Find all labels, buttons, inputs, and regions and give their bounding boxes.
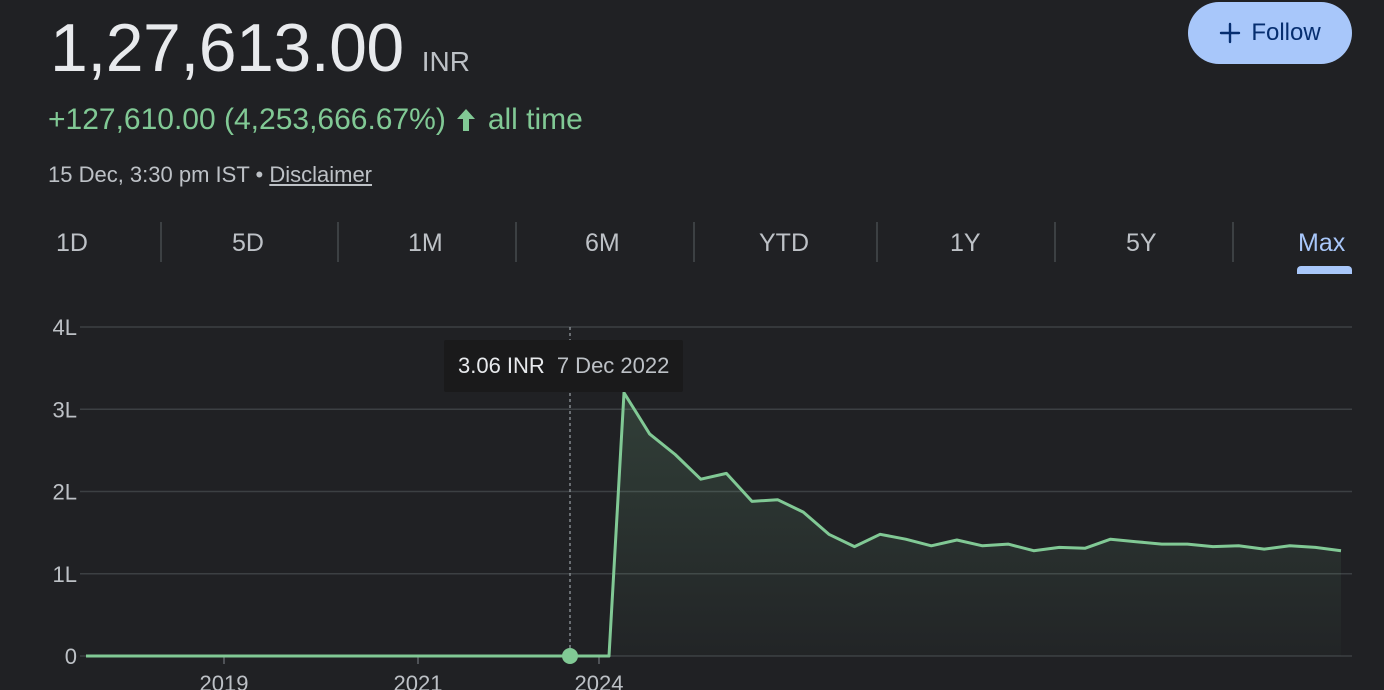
plus-icon: [1220, 22, 1241, 44]
y-tick-label: 2L: [53, 480, 77, 505]
arrow-up-icon: [456, 109, 475, 131]
range-5d[interactable]: 5D: [232, 229, 264, 257]
follow-button[interactable]: Follow: [1188, 2, 1352, 64]
price-change-row: +127,610.00 (4,253,666.67%) all time: [48, 100, 583, 140]
range-divider: [1232, 222, 1234, 262]
range-6m[interactable]: 6M: [585, 229, 620, 257]
current-price: 1,27,613.00: [50, 10, 404, 86]
range-divider: [337, 222, 339, 262]
change-period: all time: [487, 103, 583, 136]
range-divider: [1054, 222, 1056, 262]
range-selected-indicator: [1297, 266, 1352, 274]
follow-label: Follow: [1251, 19, 1321, 46]
hover-point: [562, 647, 578, 664]
disclaimer-link[interactable]: Disclaimer: [269, 162, 373, 187]
range-selector: 1D 5D 1M 6M YTD 1Y 5Y Max: [0, 222, 1384, 274]
range-divider: [160, 222, 162, 262]
price-change: +127,610.00 (4,253,666.67%): [48, 103, 446, 136]
range-divider: [515, 222, 517, 262]
currency-label: INR: [421, 46, 470, 77]
chart-tooltip: 3.06 INR 7 Dec 2022: [444, 340, 684, 392]
timestamp-row: 15 Dec, 3:30 pm IST • Disclaimer: [48, 160, 372, 190]
y-tick-label: 1L: [53, 562, 77, 587]
price-chart[interactable]: 0 1L 2L 3L 4L 2019 2021 2024: [0, 300, 1384, 690]
range-divider: [876, 222, 878, 262]
price-row: 1,27,613.00 INR: [50, 8, 470, 88]
x-tick-label: 2019: [200, 671, 249, 690]
price-line: [86, 391, 1342, 658]
range-max[interactable]: Max: [1298, 229, 1346, 257]
price-area: [86, 392, 1341, 656]
y-tick-label: 0: [65, 644, 77, 669]
timestamp: 15 Dec, 3:30 pm IST: [48, 162, 250, 187]
y-tick-label: 3L: [53, 397, 77, 422]
tooltip-date: 7 Dec 2022: [556, 353, 670, 378]
range-5y[interactable]: 5Y: [1126, 229, 1157, 257]
x-tick-label: 2021: [394, 671, 443, 690]
range-1y[interactable]: 1Y: [950, 229, 981, 257]
meta-separator: •: [255, 162, 264, 187]
y-tick-label: 4L: [53, 315, 77, 340]
range-1m[interactable]: 1M: [408, 229, 443, 257]
range-1d[interactable]: 1D: [56, 229, 88, 257]
range-ytd[interactable]: YTD: [759, 229, 809, 257]
range-divider: [693, 222, 695, 262]
x-tick-label: 2024: [575, 671, 624, 690]
tooltip-value: 3.06 INR: [458, 353, 545, 378]
